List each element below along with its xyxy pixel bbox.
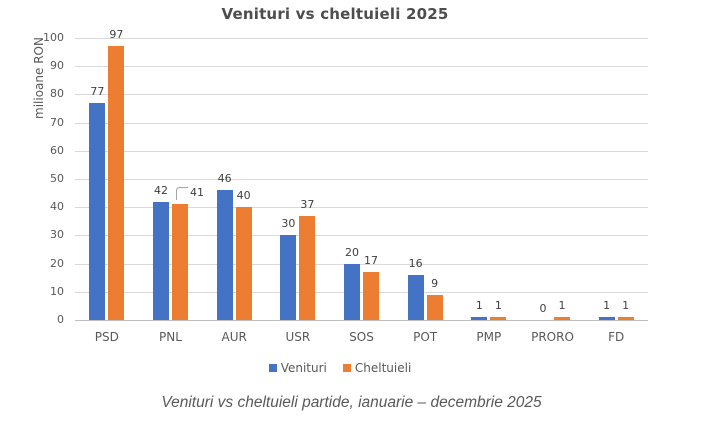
y-tick-label: 0 — [57, 313, 64, 326]
plot-area: 77 97 42 41 46 40 30 37 20 17 16 9 1 1 0 1 1 1 — [75, 28, 648, 321]
bar-value-label: 1 — [558, 299, 566, 312]
x-axis-label: PRORO — [531, 330, 574, 344]
x-axis-label: FD — [608, 330, 625, 344]
bar-value-label: 46 — [217, 172, 232, 185]
legend-swatch — [268, 364, 277, 372]
bar-value-label: 1 — [475, 299, 483, 312]
y-axis-title: milioane RON — [32, 37, 46, 119]
bar-value-label: 0 — [539, 302, 547, 315]
bar-value-label: 1 — [603, 299, 611, 312]
y-tick-label: 60 — [50, 143, 64, 157]
gridline — [75, 207, 648, 209]
bar-chart: Venituri vs cheltuieli 2025 milioane RON… — [0, 5, 680, 375]
y-tick-label: 80 — [50, 87, 64, 101]
bar-cheltuieli — [108, 46, 125, 320]
bar-cheltuieli — [172, 204, 188, 320]
bar-value-label: 20 — [345, 246, 359, 259]
x-axis-label: POT — [413, 330, 438, 344]
caption: Venituri vs cheltuieli partide, ianuarie… — [161, 394, 542, 411]
bar-cheltuieli — [235, 207, 252, 320]
leader-line-svg — [176, 187, 188, 200]
bar-venituri — [471, 317, 488, 320]
y-tick-label: 50 — [50, 172, 64, 185]
x-axis-label: USR — [285, 330, 311, 344]
bar-cheltuieli — [490, 317, 507, 320]
y-tick-label: 100 — [43, 31, 64, 44]
bar-value-label: 1 — [494, 299, 502, 312]
y-tick-label: 40 — [50, 200, 64, 214]
bar-venituri — [153, 202, 169, 320]
bar-cheltuieli — [363, 272, 379, 320]
gridline — [75, 291, 648, 293]
bar-value-label: 40 — [236, 189, 251, 202]
bar-value-label: 30 — [281, 217, 296, 230]
legend-item-cheltuieli: Cheltuieli — [342, 361, 412, 375]
bar-venituri — [598, 317, 615, 320]
bar-venituri — [89, 103, 106, 320]
bar-value-label: 1 — [622, 299, 630, 312]
legend-label: Venituri — [280, 361, 327, 375]
y-tick-label: 20 — [50, 256, 64, 270]
bar-value-label: 9 — [431, 277, 439, 290]
x-axis-label: PMP — [476, 330, 502, 344]
x-axis-label: PNL — [159, 330, 182, 344]
y-tick-label: 90 — [50, 59, 64, 73]
bar-value-label: 41 — [190, 186, 204, 199]
y-tick-label: 70 — [50, 115, 64, 129]
legend-label: Cheltuieli — [354, 361, 412, 375]
bar-cheltuieli — [299, 216, 316, 320]
bar-value-label: 42 — [154, 184, 168, 197]
bar-venituri — [344, 264, 360, 320]
bar-value-label: 97 — [109, 28, 124, 41]
chart-title: Venituri vs cheltuieli 2025 — [221, 5, 449, 23]
leader-line — [175, 185, 188, 204]
gridline — [75, 66, 648, 68]
legend-swatch — [342, 364, 351, 372]
gridline — [75, 122, 648, 124]
bar-value-label: 37 — [300, 198, 315, 211]
gridline — [75, 263, 648, 265]
gridline — [75, 179, 648, 180]
x-axis-label: AUR — [221, 330, 247, 344]
gridline — [75, 235, 648, 237]
legend: Venituri Cheltuieli — [0, 361, 680, 375]
x-axis-label: PSD — [94, 330, 119, 344]
gridline — [75, 150, 648, 152]
bar-cheltuieli — [617, 317, 634, 320]
bar-venituri — [280, 235, 297, 320]
bar-venituri — [216, 190, 233, 320]
bar-cheltuieli — [554, 317, 570, 320]
gridline — [75, 94, 648, 96]
bar-venituri — [407, 275, 424, 320]
bar-value-label: 16 — [408, 257, 423, 270]
bar-cheltuieli — [426, 295, 443, 320]
legend-item-venituri: Venituri — [268, 361, 327, 375]
bar-value-label: 77 — [90, 85, 105, 98]
y-tick-label: 30 — [50, 228, 64, 242]
gridline — [75, 38, 648, 39]
y-tick-label: 10 — [50, 284, 64, 298]
x-axis-label: SOS — [349, 330, 374, 344]
bar-value-label: 17 — [364, 254, 378, 267]
